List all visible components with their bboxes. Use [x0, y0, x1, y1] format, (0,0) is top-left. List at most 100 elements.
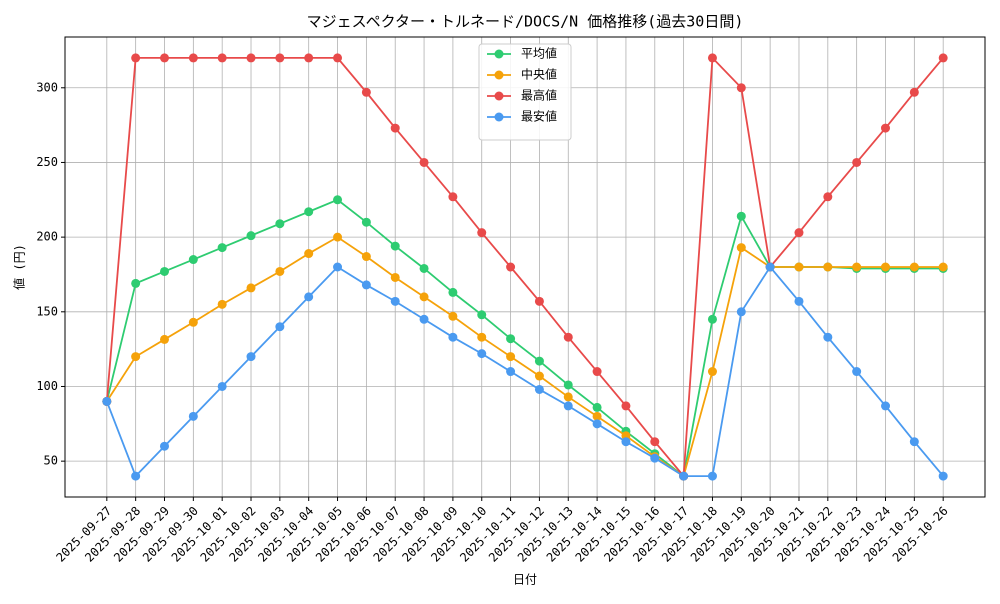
data-point	[304, 207, 314, 217]
data-point	[188, 411, 198, 421]
data-point	[794, 228, 804, 238]
data-point	[131, 471, 141, 481]
data-point	[707, 471, 717, 481]
y-tick-label: 250	[36, 155, 58, 169]
data-point	[938, 53, 948, 63]
plot-frame	[64, 36, 986, 498]
data-point	[390, 296, 400, 306]
data-point	[477, 349, 487, 359]
data-point	[390, 241, 400, 251]
data-point	[563, 401, 573, 411]
data-point	[275, 322, 285, 332]
data-point	[881, 262, 891, 272]
data-point	[592, 411, 602, 421]
data-point	[448, 311, 458, 321]
y-axis-label: 値 (円)	[12, 244, 27, 290]
data-point	[938, 262, 948, 272]
series-line	[105, 198, 944, 478]
data-point	[563, 392, 573, 402]
data-point	[246, 231, 256, 241]
legend-marker	[494, 91, 504, 101]
data-point	[534, 296, 544, 306]
data-point	[477, 332, 487, 342]
data-point	[448, 332, 458, 342]
y-tick-label: 300	[36, 80, 58, 94]
data-point	[852, 367, 862, 377]
chart-title: マジェスペクター・トルネード/DOCS/N 価格推移(過去30日間)	[307, 13, 744, 31]
data-point	[650, 437, 660, 447]
data-point	[823, 262, 833, 272]
series-line	[105, 265, 944, 478]
data-point	[881, 401, 891, 411]
y-tick-label: 150	[36, 304, 58, 318]
data-point	[159, 334, 169, 344]
data-point	[390, 123, 400, 133]
data-point	[506, 262, 516, 272]
data-point	[736, 307, 746, 317]
data-point	[621, 437, 631, 447]
data-point	[707, 367, 717, 377]
data-point	[275, 53, 285, 63]
data-point	[102, 396, 112, 406]
data-point	[563, 332, 573, 342]
data-point	[477, 228, 487, 238]
data-point	[823, 332, 833, 342]
data-point	[794, 296, 804, 306]
data-point	[679, 471, 689, 481]
data-point	[390, 272, 400, 282]
data-point	[852, 262, 862, 272]
data-point	[217, 53, 227, 63]
legend-marker	[494, 49, 504, 59]
data-point	[159, 266, 169, 276]
data-point	[419, 292, 429, 302]
data-point	[188, 255, 198, 265]
data-point	[448, 287, 458, 297]
data-point	[448, 192, 458, 202]
data-point	[534, 384, 544, 394]
data-point	[304, 292, 314, 302]
data-point	[650, 453, 660, 463]
data-point	[246, 53, 256, 63]
data-point	[707, 314, 717, 324]
series-line	[106, 236, 944, 478]
y-tick-label: 50	[44, 454, 58, 468]
data-point	[361, 217, 371, 227]
data-point	[765, 262, 775, 272]
data-point	[909, 262, 919, 272]
legend-label: 最高値	[521, 88, 557, 103]
data-point	[217, 299, 227, 309]
data-point	[794, 262, 804, 272]
data-point	[131, 53, 141, 63]
data-point	[188, 53, 198, 63]
data-point	[909, 437, 919, 447]
data-point	[419, 157, 429, 167]
data-point	[707, 53, 717, 63]
legend-label: 平均値	[521, 46, 557, 61]
data-point	[534, 356, 544, 366]
data-point	[131, 352, 141, 362]
data-point	[159, 53, 169, 63]
data-point	[563, 380, 573, 390]
data-point	[131, 278, 141, 288]
data-point	[506, 334, 516, 344]
data-point	[592, 367, 602, 377]
legend-marker	[494, 70, 504, 80]
data-point	[246, 283, 256, 293]
legend-label: 最安値	[521, 109, 557, 124]
data-point	[275, 219, 285, 229]
data-point	[217, 243, 227, 253]
data-point	[304, 249, 314, 259]
data-point	[881, 123, 891, 133]
legend-label: 中央値	[521, 67, 557, 82]
data-point	[246, 352, 256, 362]
data-point	[419, 314, 429, 324]
data-point	[333, 232, 343, 242]
data-point	[938, 471, 948, 481]
data-point	[506, 352, 516, 362]
data-point	[275, 266, 285, 276]
y-tick-label: 100	[36, 379, 58, 393]
data-point	[506, 367, 516, 377]
data-point	[621, 401, 631, 411]
